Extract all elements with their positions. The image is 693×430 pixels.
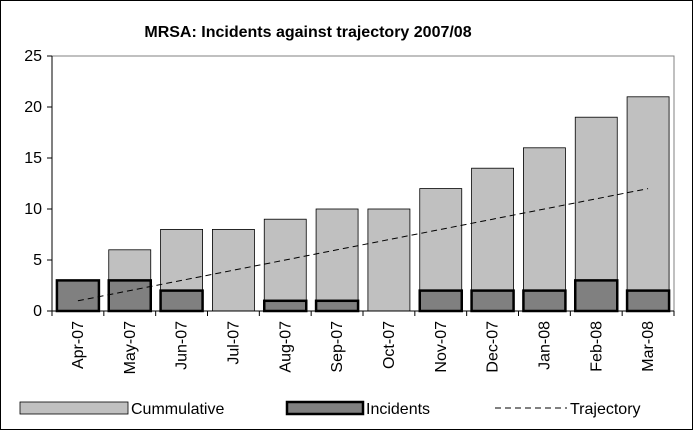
- incident-bar: [55, 279, 101, 313]
- x-tick-label: Aug-07: [277, 321, 294, 373]
- cumulative-bar: [574, 116, 618, 312]
- incident-bar: [314, 299, 360, 313]
- x-tick-label: Jan-08: [536, 321, 553, 370]
- legend-label-incidents: Incidents: [366, 401, 430, 418]
- trajectory-line-group: [77, 188, 649, 302]
- y-axis: 0 5 10 15 20 25: [24, 48, 53, 320]
- x-tick-label: Feb-08: [588, 321, 605, 372]
- x-tick-label: Apr-07: [70, 321, 87, 369]
- y-tick-label: 0: [33, 303, 42, 320]
- incident-bar: [522, 289, 567, 313]
- plot-area: [51, 55, 675, 312]
- legend-swatch-incidents: [285, 400, 365, 416]
- x-tick-label: Jul-07: [225, 321, 242, 365]
- x-tick-label: Oct-07: [381, 321, 398, 369]
- legend-swatch-cumulative: [19, 401, 129, 415]
- x-tick-label: Jun-07: [174, 321, 191, 370]
- incident-bar: [470, 289, 515, 313]
- cumulative-bar: [367, 208, 411, 312]
- cumulative-bar: [523, 147, 566, 312]
- incident-bar: [159, 289, 204, 313]
- x-tick-label: Dec-07: [485, 321, 502, 373]
- trajectory-line: [77, 188, 649, 302]
- y-tick-label: 20: [24, 99, 42, 116]
- incident-bar: [263, 299, 308, 313]
- cumulative-bar: [471, 167, 514, 312]
- y-tick-label: 15: [24, 150, 42, 167]
- incident-bar: [574, 279, 619, 313]
- y-tick-label: 25: [24, 48, 42, 65]
- x-axis: Apr-07 May-07 Jun-07 Jul-07 Aug-07 Sep-07 Oct-…: [51, 310, 675, 374]
- legend: Cummulative Incidents Trajectory: [19, 400, 641, 418]
- cumulative-bar: [315, 208, 359, 312]
- legend-label-cumulative: Cummulative: [131, 401, 224, 418]
- incident-bar: [107, 279, 152, 313]
- chart-title: MRSA: Incidents against trajectory 2007/…: [144, 24, 471, 41]
- y-tick-label: 5: [33, 252, 42, 269]
- x-tick-label: Sep-07: [329, 321, 346, 373]
- x-tick-label: Mar-08: [640, 321, 657, 372]
- incident-bar: [625, 289, 671, 313]
- x-tick-label: May-07: [122, 321, 139, 374]
- legend-label-trajectory: Trajectory: [570, 401, 641, 418]
- cumulative-bar: [626, 96, 670, 312]
- cumulative-bars: [56, 96, 670, 312]
- y-tick-label: 10: [24, 201, 42, 218]
- cumulative-bar: [263, 218, 307, 312]
- x-tick-label: Nov-07: [433, 321, 450, 373]
- cumulative-bar: [212, 228, 255, 312]
- incident-bar: [418, 289, 463, 313]
